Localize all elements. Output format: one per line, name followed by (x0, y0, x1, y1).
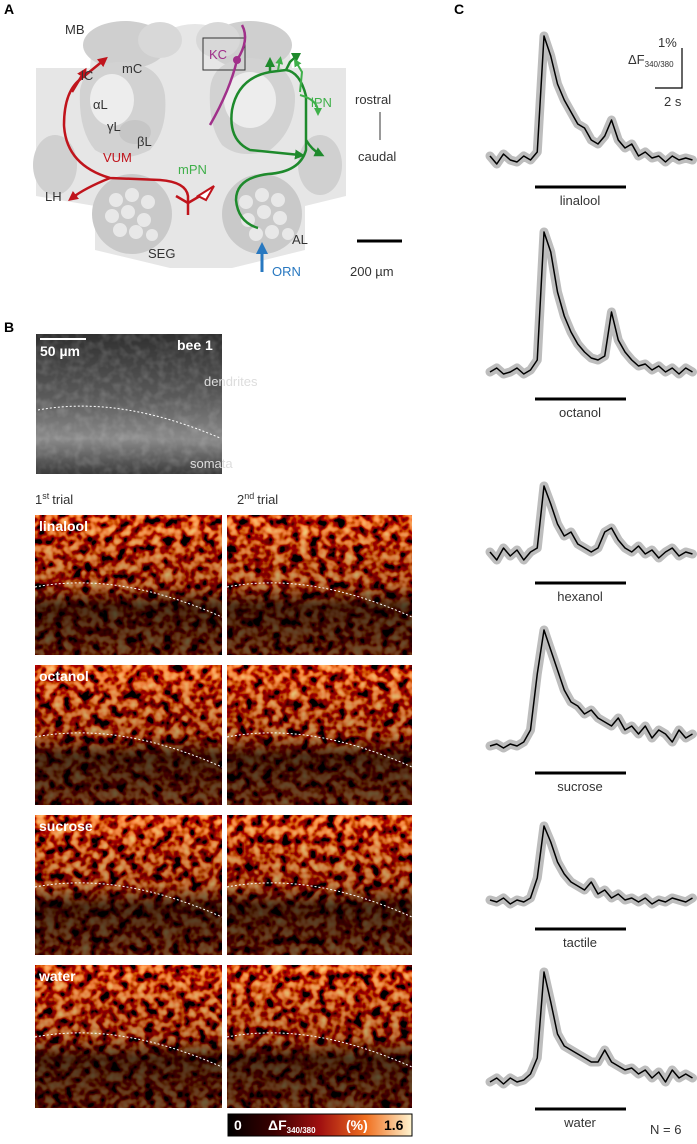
row-label: sucrose (39, 818, 93, 834)
trace-line (489, 485, 693, 561)
region-label: dendrites (204, 374, 258, 389)
colorbar: 0 ΔF340/380 (%) 1.6 (227, 1113, 413, 1137)
stimulus-label: octanol (559, 405, 601, 420)
colorbar-min: 0 (234, 1117, 242, 1133)
diagram-labels: MB lC mC αL γL βL VUM LH mPN KC lPN rost… (45, 22, 396, 279)
label: AL (292, 232, 308, 247)
label: SEG (148, 246, 175, 261)
scale-label: 50 µm (40, 343, 80, 359)
label: MB (65, 22, 85, 37)
heatmap-shade (227, 815, 412, 955)
boundary-line (226, 882, 413, 918)
traces: linalool octanol hexanol sucrose tactile wate… (485, 31, 697, 1130)
colorbar-unit: (%) (346, 1117, 368, 1133)
colorbar-label-sub: 340/380 (287, 1126, 316, 1135)
scale-x-label: 2 s (664, 94, 682, 109)
heatmap-shade (35, 665, 222, 805)
row-label: octanol (39, 668, 89, 684)
scale-y-label: 1% (658, 35, 677, 50)
boundary-line (226, 732, 413, 768)
trace-band (485, 481, 697, 565)
label: LH (45, 189, 62, 204)
trace-band (485, 227, 697, 379)
trace-band (485, 625, 697, 753)
heatmap-shade (227, 515, 412, 655)
label: ORN (272, 264, 301, 279)
label: lC (81, 68, 93, 83)
heatmap-shade (35, 515, 222, 655)
boundary-line (34, 1032, 223, 1068)
heatmap-shade (35, 815, 222, 955)
row-label: water (38, 968, 76, 984)
scale-y-sub: 340/380 (645, 60, 674, 69)
colorbar-label-main: ΔF (268, 1117, 287, 1133)
trial-text: trial (257, 492, 278, 507)
label: mPN (178, 162, 207, 177)
stimulus-label: hexanol (557, 589, 603, 604)
boundary-line (226, 582, 413, 618)
boundary-line (34, 582, 223, 618)
label: KC (209, 47, 227, 62)
brain-diagram (33, 21, 402, 272)
sample-size: N = 6 (650, 1122, 681, 1137)
heatmap-shade (35, 965, 222, 1108)
trace-line (489, 971, 693, 1085)
trial-number: 2 (237, 492, 244, 507)
heatmap-shade (227, 965, 412, 1108)
stimulus-label: water (563, 1115, 596, 1130)
row-label: linalool (39, 518, 88, 534)
response-images: linalool octanol sucrose water (34, 515, 413, 1108)
overview-image: 50 µm bee 1 dendrites somata (36, 334, 258, 474)
trace-line (489, 231, 693, 375)
scale-y-quantity: ΔF340/380 (628, 52, 674, 69)
scale-bar: 1% ΔF340/380 2 s (628, 35, 683, 109)
stimulus-label: sucrose (557, 779, 603, 794)
label: αL (93, 97, 108, 112)
boundary-line (34, 732, 223, 768)
panel-label: A (4, 1, 14, 17)
boundary-line (226, 1032, 413, 1068)
trace-band (485, 821, 697, 909)
column-label: 1st trial (35, 491, 73, 507)
heatmap-shade (227, 665, 412, 805)
label: VUM (103, 150, 132, 165)
label: βL (137, 134, 152, 149)
trace-band (485, 967, 697, 1089)
trial-suffix: nd (244, 491, 254, 501)
trace-line (489, 825, 693, 905)
trace-line (489, 35, 693, 165)
stimulus-label: tactile (563, 935, 597, 950)
label: lPN (311, 95, 332, 110)
label: mC (122, 61, 142, 76)
trial-suffix: st (42, 491, 50, 501)
scale-label: 200 µm (350, 264, 394, 279)
region-label: somata (190, 456, 233, 471)
subject-label: bee 1 (177, 337, 213, 353)
trial-text: trial (52, 492, 73, 507)
panel-label: B (4, 319, 14, 335)
trace-line (489, 629, 693, 749)
panel-label: C (454, 1, 464, 17)
label: rostral (355, 92, 391, 107)
colorbar-max: 1.6 (384, 1117, 404, 1133)
trace-band (485, 31, 697, 169)
label: γL (107, 119, 121, 134)
scale-y-main: ΔF (628, 52, 645, 67)
colorbar-label: ΔF340/380 (268, 1117, 316, 1135)
trial-number: 1 (35, 492, 42, 507)
label: caudal (358, 149, 396, 164)
column-label: 2nd trial (237, 491, 278, 507)
boundary-line (34, 882, 223, 918)
stimulus-label: linalool (560, 193, 601, 208)
